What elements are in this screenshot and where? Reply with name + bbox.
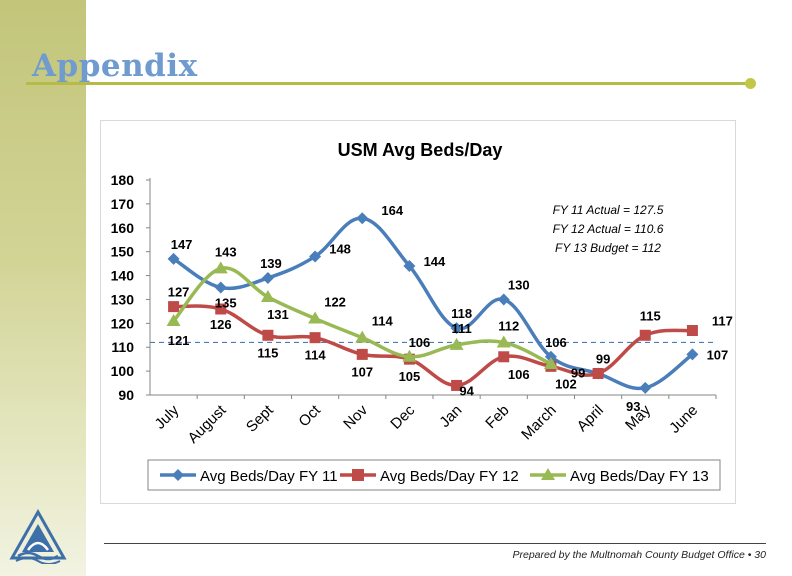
county-logo-icon	[9, 508, 67, 564]
legend-label: Avg Beds/Day FY 12	[380, 468, 519, 485]
data-label: 117	[712, 314, 733, 329]
data-label: 115	[640, 308, 661, 323]
data-point-fy11	[544, 350, 557, 363]
data-label: 143	[215, 244, 237, 259]
page-title: Appendix	[32, 48, 198, 84]
data-point-fy13	[213, 261, 228, 274]
y-tick-label: 140	[111, 268, 135, 284]
chart-frame	[100, 120, 736, 504]
data-point-fy11	[356, 212, 369, 225]
data-point-fy12	[356, 348, 368, 360]
data-point-fy12	[309, 332, 321, 344]
data-label: 114	[372, 314, 394, 329]
data-point-fy11	[686, 348, 699, 361]
y-tick-label: 90	[118, 387, 134, 403]
data-point-fy13	[496, 335, 511, 348]
chart-annotation: FY 11 Actual = 127.5	[553, 203, 664, 217]
data-point-fy13	[355, 330, 370, 343]
data-label: 112	[498, 318, 519, 333]
data-label: 122	[324, 295, 346, 310]
data-label: 147	[171, 237, 193, 252]
data-label: 118	[451, 306, 472, 321]
data-point-fy11	[214, 281, 227, 294]
data-point-fy11	[639, 381, 652, 394]
data-point-fy13	[308, 311, 323, 324]
data-point-fy13	[260, 290, 275, 303]
data-label: 131	[267, 307, 289, 322]
data-point-fy12	[639, 329, 651, 341]
footer-rule	[104, 543, 766, 544]
data-point-fy11	[309, 250, 322, 263]
data-point-fy12	[686, 325, 698, 336]
legend-label: Avg Beds/Day FY 11	[200, 468, 338, 485]
data-point-fy12	[451, 379, 463, 391]
y-tick-label: 100	[111, 363, 135, 379]
data-point-fy13	[166, 313, 181, 326]
data-label: 107	[707, 347, 729, 362]
data-point-fy11	[167, 252, 180, 265]
data-label: 106	[409, 335, 431, 350]
data-point-fy11	[497, 293, 510, 306]
legend-marker-fy11	[172, 469, 184, 481]
y-tick-label: 130	[111, 291, 135, 307]
data-point-fy12	[215, 303, 227, 315]
data-label: 115	[257, 345, 278, 360]
legend-label: Avg Beds/Day FY 13	[570, 468, 709, 485]
data-label: 135	[215, 296, 237, 311]
data-point-fy11	[403, 260, 416, 272]
y-tick-label: 160	[111, 220, 135, 236]
side-decoration-bar	[0, 0, 86, 576]
data-label: 106	[545, 335, 567, 350]
data-label: 99	[571, 366, 585, 381]
legend-box	[147, 459, 721, 491]
data-label: 148	[329, 241, 351, 256]
data-label: 139	[260, 256, 282, 271]
y-tick-label: 150	[111, 244, 135, 260]
line-chart: USM Avg Beds/Day 90 100 110 120 130 140 150 160 1…	[100, 120, 736, 504]
data-point-fy11	[261, 271, 274, 284]
y-tick-label: 170	[111, 196, 135, 212]
data-label: 93	[626, 399, 640, 414]
data-label: 106	[508, 367, 530, 382]
data-point-fy13	[449, 337, 464, 350]
data-label: 111	[451, 321, 471, 336]
chart-title: USM Avg Beds/Day	[338, 140, 503, 160]
data-label: 94	[459, 383, 474, 398]
legend-marker-fy12	[352, 469, 364, 481]
y-tick-label: 110	[111, 339, 134, 355]
legend-marker-fy13	[541, 468, 555, 480]
data-label: 107	[351, 364, 373, 379]
data-label: 114	[305, 348, 327, 363]
data-label: 130	[508, 277, 530, 292]
data-point-fy12	[168, 301, 180, 313]
y-tick-label: 120	[111, 315, 135, 331]
data-label: 99	[596, 352, 610, 367]
data-label: 102	[555, 376, 577, 391]
data-point-fy13	[402, 349, 417, 362]
title-underline	[26, 82, 750, 85]
footer-text: Prepared by the Multnomah County Budget …	[512, 549, 767, 561]
data-point-fy11	[450, 322, 463, 335]
data-label: 144	[424, 254, 446, 269]
data-label: 127	[168, 285, 190, 300]
y-tick-label: 180	[111, 172, 135, 188]
data-label: 121	[168, 333, 190, 348]
data-label: 164	[381, 203, 403, 218]
data-point-fy12	[262, 329, 274, 341]
chart-container: USM Avg Beds/Day 90 100 110 120 130 140 150 160 1…	[100, 120, 736, 504]
data-point-fy12	[592, 368, 604, 379]
data-label: 126	[210, 317, 232, 332]
data-point-fy12	[498, 351, 510, 363]
chart-annotation: FY 12 Actual = 110.6	[553, 222, 664, 236]
data-point-fy13	[543, 356, 558, 369]
data-label: 105	[399, 369, 421, 384]
chart-annotation: FY 13 Budget = 112	[555, 241, 661, 255]
title-underline-dot	[745, 78, 756, 89]
